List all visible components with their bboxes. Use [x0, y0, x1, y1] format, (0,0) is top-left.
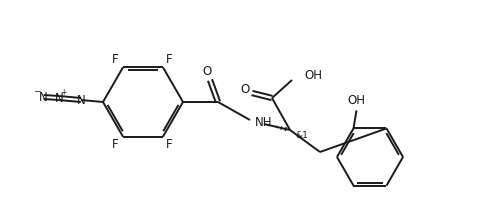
Text: OH: OH — [348, 94, 366, 107]
Text: +: + — [60, 87, 66, 97]
Text: F: F — [166, 138, 172, 151]
Text: F: F — [166, 53, 172, 66]
Text: F: F — [112, 138, 119, 151]
Text: N: N — [54, 91, 64, 104]
Text: N: N — [76, 94, 86, 107]
Text: −: − — [33, 86, 40, 96]
Text: F: F — [112, 53, 119, 66]
Text: &1: &1 — [295, 132, 308, 140]
Text: N: N — [39, 90, 48, 103]
Text: O: O — [202, 64, 212, 77]
Text: OH: OH — [304, 69, 322, 82]
Text: O: O — [240, 83, 250, 96]
Text: NH: NH — [255, 115, 272, 128]
